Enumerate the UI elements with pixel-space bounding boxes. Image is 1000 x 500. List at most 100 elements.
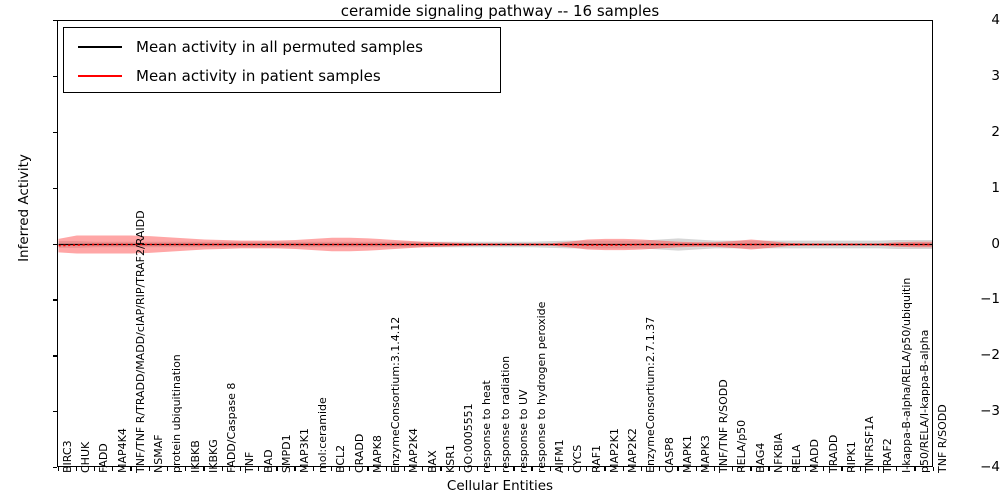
x-tick-mark bbox=[93, 467, 96, 471]
x-tick-mark bbox=[677, 467, 679, 471]
legend-swatch-patient bbox=[78, 74, 122, 77]
x-tick-label: TRADD bbox=[826, 434, 840, 473]
x-tick-label: GO:0005551 bbox=[462, 403, 476, 473]
x-tick-label: response to hydrogen peroxide bbox=[534, 301, 548, 473]
x-tick-mark bbox=[403, 467, 406, 471]
x-tick-mark bbox=[513, 467, 515, 471]
legend-swatch-permuted bbox=[78, 45, 122, 48]
legend-label-patient: Mean activity in patient samples bbox=[136, 66, 381, 85]
x-tick-mark bbox=[567, 467, 570, 471]
x-tick-label: MADD bbox=[808, 439, 822, 473]
x-tick-label: MAP2K2 bbox=[626, 428, 640, 473]
x-tick-mark bbox=[768, 467, 770, 471]
x-tick-label: NSMAF bbox=[152, 434, 166, 473]
legend-item-permuted: Mean activity in all permuted samples bbox=[64, 32, 500, 61]
x-tick-mark bbox=[294, 467, 296, 471]
x-tick-mark bbox=[330, 467, 333, 471]
x-tick-mark bbox=[385, 467, 387, 471]
x-tick-mark bbox=[914, 467, 916, 471]
x-tick-label: RELA bbox=[790, 444, 804, 474]
x-tick-mark bbox=[549, 467, 551, 471]
y-tick-label: 0 bbox=[991, 235, 1000, 252]
x-tick-label: TRAF2 bbox=[881, 438, 895, 473]
x-tick-mark bbox=[458, 467, 460, 471]
x-tick-label: AIFM1 bbox=[553, 439, 567, 473]
x-tick-label: response to UV bbox=[516, 389, 530, 473]
chart-title: ceramide signaling pathway -- 16 samples bbox=[340, 2, 660, 20]
x-tick-mark bbox=[713, 467, 716, 471]
x-tick-label: FADD bbox=[97, 443, 111, 473]
x-tick-label: RELA/p50 bbox=[735, 419, 749, 473]
x-tick-label: EnzymeConsortium:3.1.4.12 bbox=[389, 316, 403, 473]
x-tick-label: TNF/TNF R/TRADD/MADD/cIAP/RIP/TRAF2/RAID… bbox=[133, 210, 147, 473]
x-tick-mark bbox=[823, 467, 825, 471]
y-tick-label: −2 bbox=[980, 347, 1000, 364]
patient-mean-line bbox=[58, 243, 932, 247]
x-tick-mark bbox=[786, 467, 788, 471]
y-tick-label: 1 bbox=[991, 179, 1000, 196]
x-tick-label: SMPD1 bbox=[279, 434, 293, 473]
x-tick-label: BAD bbox=[261, 449, 275, 473]
plot-svg bbox=[58, 235, 932, 254]
x-tick-label: I-kappa-B-alpha/RELA/p50/ubiquitin bbox=[899, 277, 913, 473]
x-tick-mark bbox=[586, 467, 588, 471]
x-tick-mark bbox=[258, 467, 260, 471]
chart-legend: Mean activity in all permuted samples Me… bbox=[63, 27, 501, 93]
x-tick-mark bbox=[531, 467, 533, 471]
x-tick-label: KSR1 bbox=[443, 444, 457, 473]
x-tick-mark bbox=[932, 467, 934, 471]
x-tick-label: MAP3K1 bbox=[297, 428, 311, 473]
y-tick-label: −4 bbox=[980, 459, 1000, 475]
y-tick-mark bbox=[53, 20, 57, 22]
plot-area bbox=[57, 20, 933, 467]
x-tick-mark bbox=[640, 467, 643, 471]
x-tick-label: BCL2 bbox=[334, 444, 348, 473]
x-tick-label: CHUK bbox=[79, 441, 93, 473]
y-tick-label: 4 bbox=[991, 12, 1000, 28]
y-tick-label: 2 bbox=[991, 123, 1000, 140]
x-tick-label: RIPK1 bbox=[844, 441, 858, 473]
x-tick-mark bbox=[896, 467, 898, 471]
x-tick-mark bbox=[659, 467, 661, 471]
x-tick-label: BAX bbox=[425, 450, 439, 473]
x-tick-label: protein ubiquitination bbox=[170, 354, 184, 473]
x-tick-mark bbox=[185, 467, 187, 471]
x-tick-mark bbox=[203, 467, 205, 471]
x-tick-label: response to heat bbox=[480, 380, 494, 473]
x-tick-label: FADD/Caspase 8 bbox=[225, 382, 239, 473]
x-tick-mark bbox=[695, 467, 697, 471]
x-tick-label: IKBKG bbox=[206, 439, 220, 473]
x-tick-label: MAP4K4 bbox=[115, 428, 129, 473]
legend-label-permuted: Mean activity in all permuted samples bbox=[136, 37, 423, 56]
x-tick-mark bbox=[166, 467, 169, 471]
y-tick-mark bbox=[53, 243, 57, 245]
x-tick-label: CASP8 bbox=[662, 437, 676, 473]
x-tick-label: MAP2K1 bbox=[607, 428, 621, 473]
x-tick-mark bbox=[112, 467, 114, 471]
x-tick-mark bbox=[130, 467, 132, 471]
x-tick-mark bbox=[604, 467, 606, 471]
x-tick-label: TNF/TNF R/SODD bbox=[717, 379, 731, 473]
x-tick-mark bbox=[495, 467, 497, 471]
x-tick-mark bbox=[239, 467, 242, 471]
x-tick-mark bbox=[221, 467, 223, 471]
x-tick-mark bbox=[57, 467, 59, 471]
x-tick-label: CRADD bbox=[352, 433, 366, 473]
x-tick-label: TNF R/SODD bbox=[936, 404, 949, 473]
y-tick-mark bbox=[53, 355, 57, 357]
x-tick-label: TNFRSF1A bbox=[863, 416, 877, 473]
x-tick-mark bbox=[804, 467, 807, 471]
y-tick-mark bbox=[53, 411, 57, 413]
x-tick-mark bbox=[731, 467, 734, 471]
y-tick-mark bbox=[53, 467, 57, 469]
x-axis-label: Cellular Entities bbox=[446, 478, 554, 494]
x-tick-label: BAG4 bbox=[753, 442, 767, 473]
x-tick-mark bbox=[312, 467, 314, 471]
x-tick-label: mol:ceramide bbox=[316, 397, 330, 473]
x-tick-mark bbox=[276, 467, 278, 471]
x-tick-label: BIRC3 bbox=[61, 440, 74, 473]
x-tick-label: RAF1 bbox=[589, 444, 603, 473]
x-tick-mark bbox=[841, 467, 843, 471]
y-tick-mark bbox=[53, 131, 57, 134]
